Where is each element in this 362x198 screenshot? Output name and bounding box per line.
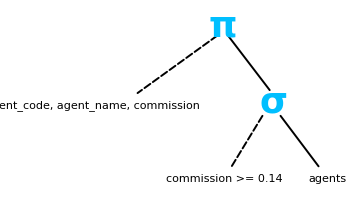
Text: π: π: [209, 10, 237, 44]
Text: commission >= 0.14: commission >= 0.14: [166, 174, 283, 184]
Text: agent_code, agent_name, commission: agent_code, agent_name, commission: [0, 100, 200, 111]
Text: σ: σ: [259, 86, 287, 120]
Text: agents: agents: [308, 174, 347, 184]
